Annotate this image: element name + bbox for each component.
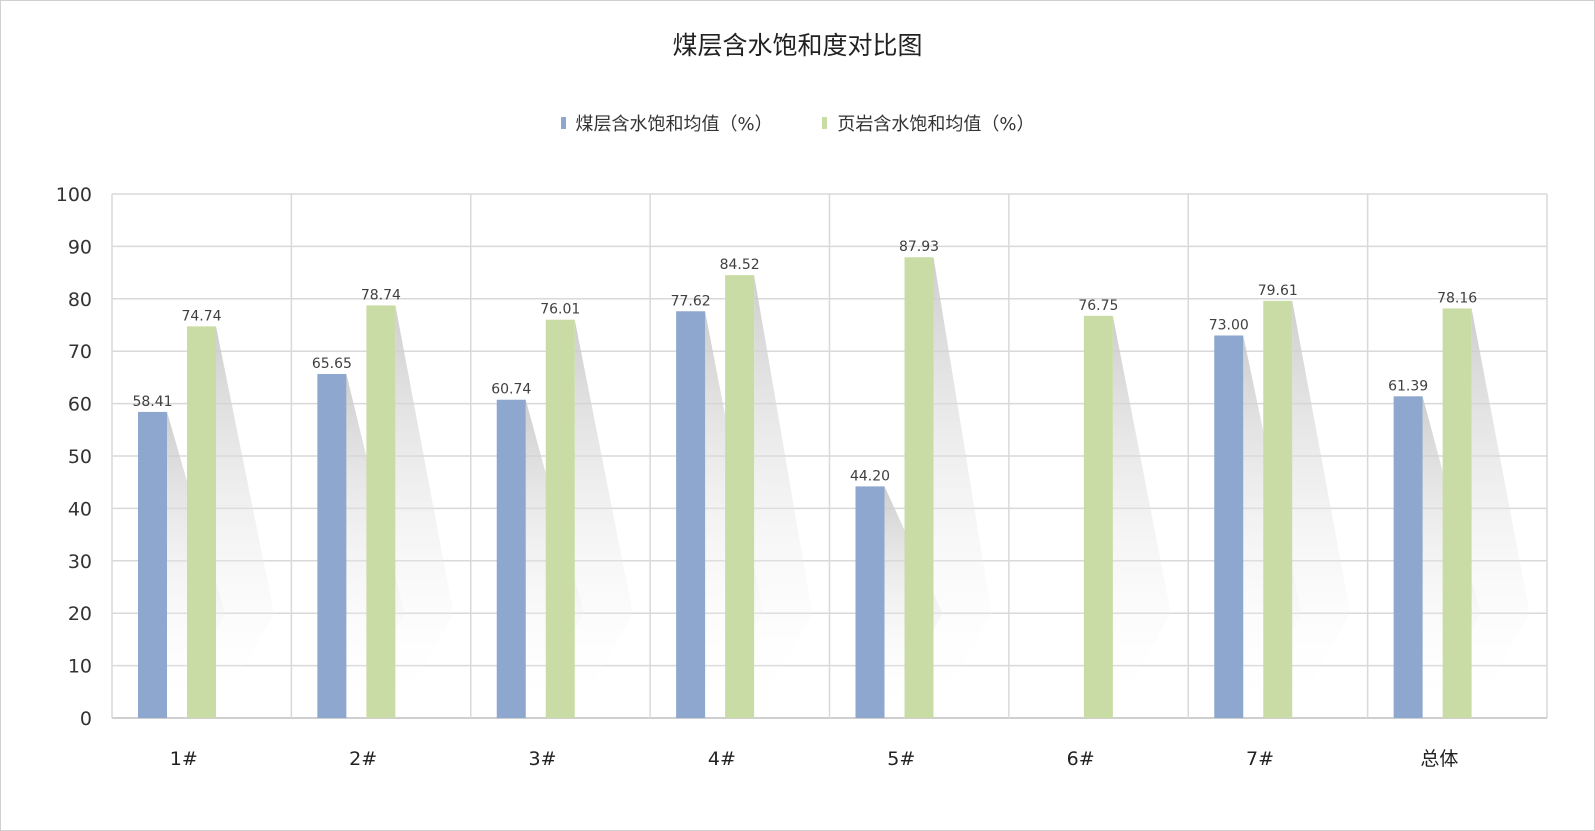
data-label: 44.20 [850, 468, 890, 484]
bar-shale [187, 326, 216, 718]
bar-coal [496, 399, 526, 718]
y-tick-label: 50 [68, 446, 92, 468]
legend-item-shale: 页岩含水饱和均值（%） [822, 110, 1034, 136]
x-tick-label: 1# [170, 748, 198, 770]
y-tick-label: 40 [68, 498, 92, 520]
x-tick-label: 总体 [1420, 748, 1458, 770]
bar-shadow [1292, 300, 1351, 718]
data-label: 58.41 [132, 394, 172, 410]
legend-label-coal: 煤层含水饱和均值（%） [575, 114, 773, 135]
bar-coal [676, 311, 706, 718]
legend-label-shale: 页岩含水饱和均值（%） [837, 114, 1035, 135]
data-label: 79.61 [1258, 283, 1298, 299]
data-label: 76.75 [1078, 298, 1118, 314]
legend-swatch-coal [560, 117, 566, 129]
y-tick-label: 10 [68, 656, 92, 678]
x-tick-label: 4# [708, 748, 736, 770]
y-tick-label: 90 [68, 236, 92, 258]
y-tick-label: 30 [68, 551, 92, 573]
x-tick-label: 3# [528, 748, 556, 770]
data-label: 65.65 [312, 356, 352, 372]
data-label: 77.62 [671, 293, 711, 309]
y-tick-label: 20 [68, 603, 92, 625]
bar-shale [1083, 315, 1113, 718]
bar-coal [855, 486, 885, 718]
data-label: 73.00 [1209, 317, 1249, 333]
data-label: 78.16 [1437, 290, 1477, 306]
bar-coal [317, 373, 347, 718]
bar-shale [1263, 300, 1293, 718]
bar-shadow [216, 326, 274, 718]
y-tick-label: 80 [68, 289, 92, 311]
y-tick-label: 100 [56, 184, 92, 206]
legend-item-coal: 煤层含水饱和均值（%） [560, 110, 773, 136]
chart-title: 煤层含水饱和度对比图 [672, 31, 923, 60]
bar-shadow [933, 257, 992, 718]
bar-shale [725, 275, 755, 718]
x-tick-label: 2# [349, 748, 377, 770]
bar-shadow [1471, 308, 1530, 718]
y-tick-label: 60 [68, 394, 92, 416]
bar-shadow [754, 275, 813, 718]
bar-shale [366, 305, 396, 718]
bar-coal [1393, 396, 1423, 718]
bar-shadow [1112, 315, 1171, 718]
bar-shadow [574, 319, 633, 718]
bar-shale [904, 257, 934, 718]
bar-shale [545, 319, 575, 718]
data-label: 78.74 [361, 287, 401, 303]
x-tick-label: 6# [1067, 748, 1095, 770]
x-tick-label: 7# [1246, 748, 1274, 770]
legend-swatch-shale [822, 117, 828, 129]
data-label: 76.01 [540, 302, 580, 318]
bar-coal [1214, 335, 1244, 718]
legend: 煤层含水饱和均值（%） 页岩含水饱和均值（%） [0, 110, 1595, 136]
data-label: 61.39 [1388, 378, 1428, 394]
data-label: 87.93 [899, 239, 939, 255]
data-label: 84.52 [720, 257, 760, 273]
y-tick-label: 0 [80, 708, 92, 730]
x-tick-label: 5# [887, 748, 915, 770]
bar-coal [138, 411, 167, 718]
bar-shadow [395, 305, 454, 718]
data-label: 74.74 [181, 308, 221, 324]
data-label: 60.74 [491, 382, 531, 398]
bar-shale [1442, 308, 1472, 718]
y-tick-label: 70 [68, 341, 92, 363]
